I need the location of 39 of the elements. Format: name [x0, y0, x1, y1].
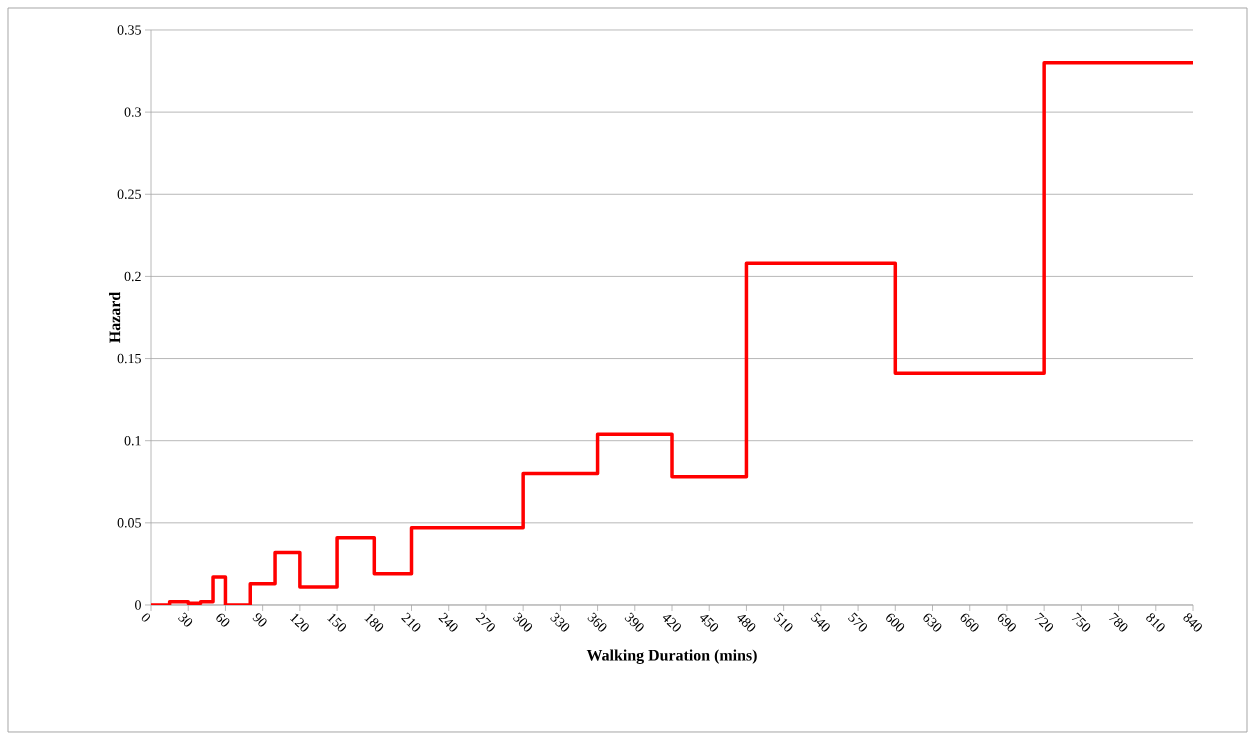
- x-tick-label: 210: [401, 612, 421, 632]
- x-tick-label: 120: [289, 613, 309, 632]
- x-tick-label: 300: [512, 612, 533, 632]
- x-tick-label: 270: [475, 612, 495, 632]
- x-tick-label: 630: [923, 613, 942, 632]
- x-tick-label: 360: [587, 612, 607, 632]
- y-axis-title: Hazard: [109, 291, 121, 343]
- x-axis-title: Walking Duration (mins): [586, 649, 757, 664]
- y-tick-label: 0.15: [117, 353, 141, 364]
- y-tick-label: 0: [135, 600, 141, 610]
- x-tick-label: 540: [810, 612, 830, 632]
- x-tick-label: 150: [327, 613, 346, 632]
- x-tick-label: 570: [848, 612, 867, 632]
- x-tick-label: 0: [141, 613, 151, 622]
- x-tick-label: 840: [1183, 613, 1202, 632]
- x-tick-label: 330: [550, 612, 570, 632]
- x-tick-label: 90: [252, 613, 267, 627]
- x-tick-label: 510: [773, 612, 793, 632]
- x-tick-label: 480: [737, 615, 756, 632]
- x-tick-label: 660: [960, 613, 979, 632]
- x-tick-label: 720: [1034, 612, 1054, 632]
- y-tick-label: 0.1: [124, 435, 141, 446]
- x-tick-label: 60: [216, 613, 230, 627]
- x-tick-label: 750: [1071, 612, 1091, 632]
- x-tick-label: 390: [624, 612, 644, 632]
- y-tick-label: 0.3: [124, 107, 141, 117]
- y-tick-label: 0.25: [117, 189, 141, 200]
- x-tick-label: 180: [364, 613, 384, 632]
- x-tick-label: 450: [700, 615, 719, 632]
- y-tick-label: 0.2: [124, 271, 141, 282]
- x-tick-label: 600: [886, 613, 905, 632]
- x-tick-label: 30: [178, 612, 193, 627]
- x-tick-label: 780: [1108, 612, 1128, 632]
- x-tick-label: 240: [438, 612, 458, 632]
- y-tick-label: 0.05: [117, 518, 141, 528]
- x-tick-label: 810: [1146, 613, 1165, 632]
- y-tick-label: 0.35: [117, 25, 141, 35]
- x-tick-label: 420: [662, 615, 681, 632]
- x-tick-label: 690: [997, 613, 1016, 632]
